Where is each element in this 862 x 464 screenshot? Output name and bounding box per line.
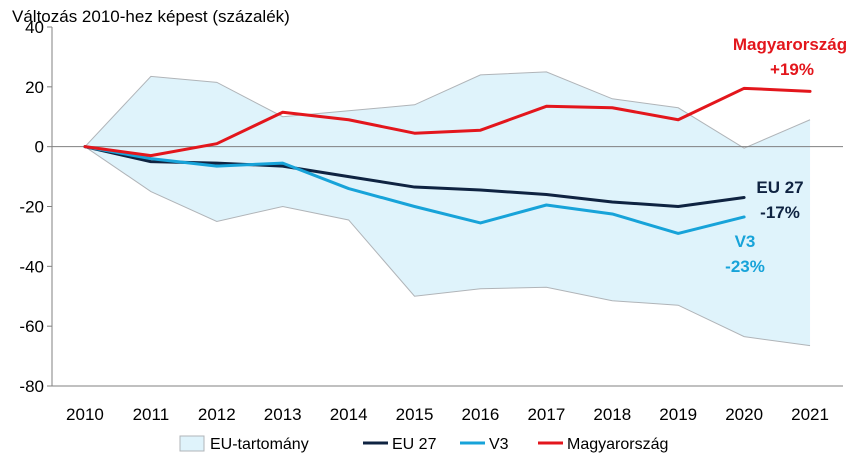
- annotation-v3-value: -23%: [725, 257, 765, 276]
- x-tick-label: 2017: [527, 405, 565, 424]
- x-tick-label: 2010: [66, 405, 104, 424]
- annotation-v3-name: V3: [735, 232, 756, 251]
- series-layer: [83, 86, 812, 235]
- legend-label-eu-range: EU-tartomány: [210, 436, 309, 453]
- legend-label-hungary: Magyarország: [567, 436, 668, 453]
- y-tick-label: -60: [19, 317, 44, 336]
- chart-title: Változás 2010-hez képest (százalék): [12, 7, 290, 26]
- x-tick-label: 2020: [725, 405, 763, 424]
- legend-label-v3: V3: [489, 436, 509, 453]
- eu-range-band: [84, 71, 811, 346]
- annotation-hungary-value: +19%: [770, 60, 814, 79]
- eu-range-band-layer: [84, 71, 811, 347]
- y-tick-label: 0: [35, 138, 44, 157]
- x-tick-label: 2015: [396, 405, 434, 424]
- axis-layer: 40 20 0 -20 -40 -60 -80 2010 2011 2012 2013 2014 201…: [19, 18, 843, 424]
- y-tick-label: -40: [19, 257, 44, 276]
- x-tick-label: 2018: [593, 405, 631, 424]
- x-tick-label: 2021: [791, 405, 829, 424]
- y-tick-label: 40: [25, 18, 44, 37]
- legend-swatch-eu-range: [179, 435, 205, 452]
- x-tick-label: 2016: [462, 405, 500, 424]
- annotation-eu27-name: EU 27: [756, 178, 803, 197]
- annotation-hungary-name: Magyarország: [733, 35, 847, 54]
- v3-line: [83, 145, 746, 235]
- x-tick-label: 2012: [198, 405, 236, 424]
- y-tick-label: -20: [19, 198, 44, 217]
- eu-range-lower-edge: [84, 146, 811, 347]
- x-tick-label: 2013: [264, 405, 302, 424]
- annotation-eu27-value: -17%: [760, 203, 800, 222]
- x-tick-label: 2011: [133, 405, 170, 424]
- y-tick-label: -80: [19, 377, 44, 396]
- legend-label-eu27: EU 27: [392, 436, 437, 453]
- annotation-layer: Magyarország +19% EU 27 -17% V3 -23%: [725, 35, 847, 276]
- x-tick-label: 2019: [659, 405, 697, 424]
- x-tick-label: 2014: [330, 405, 368, 424]
- hungary-line: [83, 86, 812, 158]
- legend: EU-tartomány EU 27 V3 Magyarország: [179, 435, 668, 453]
- y-tick-label: 20: [25, 78, 44, 97]
